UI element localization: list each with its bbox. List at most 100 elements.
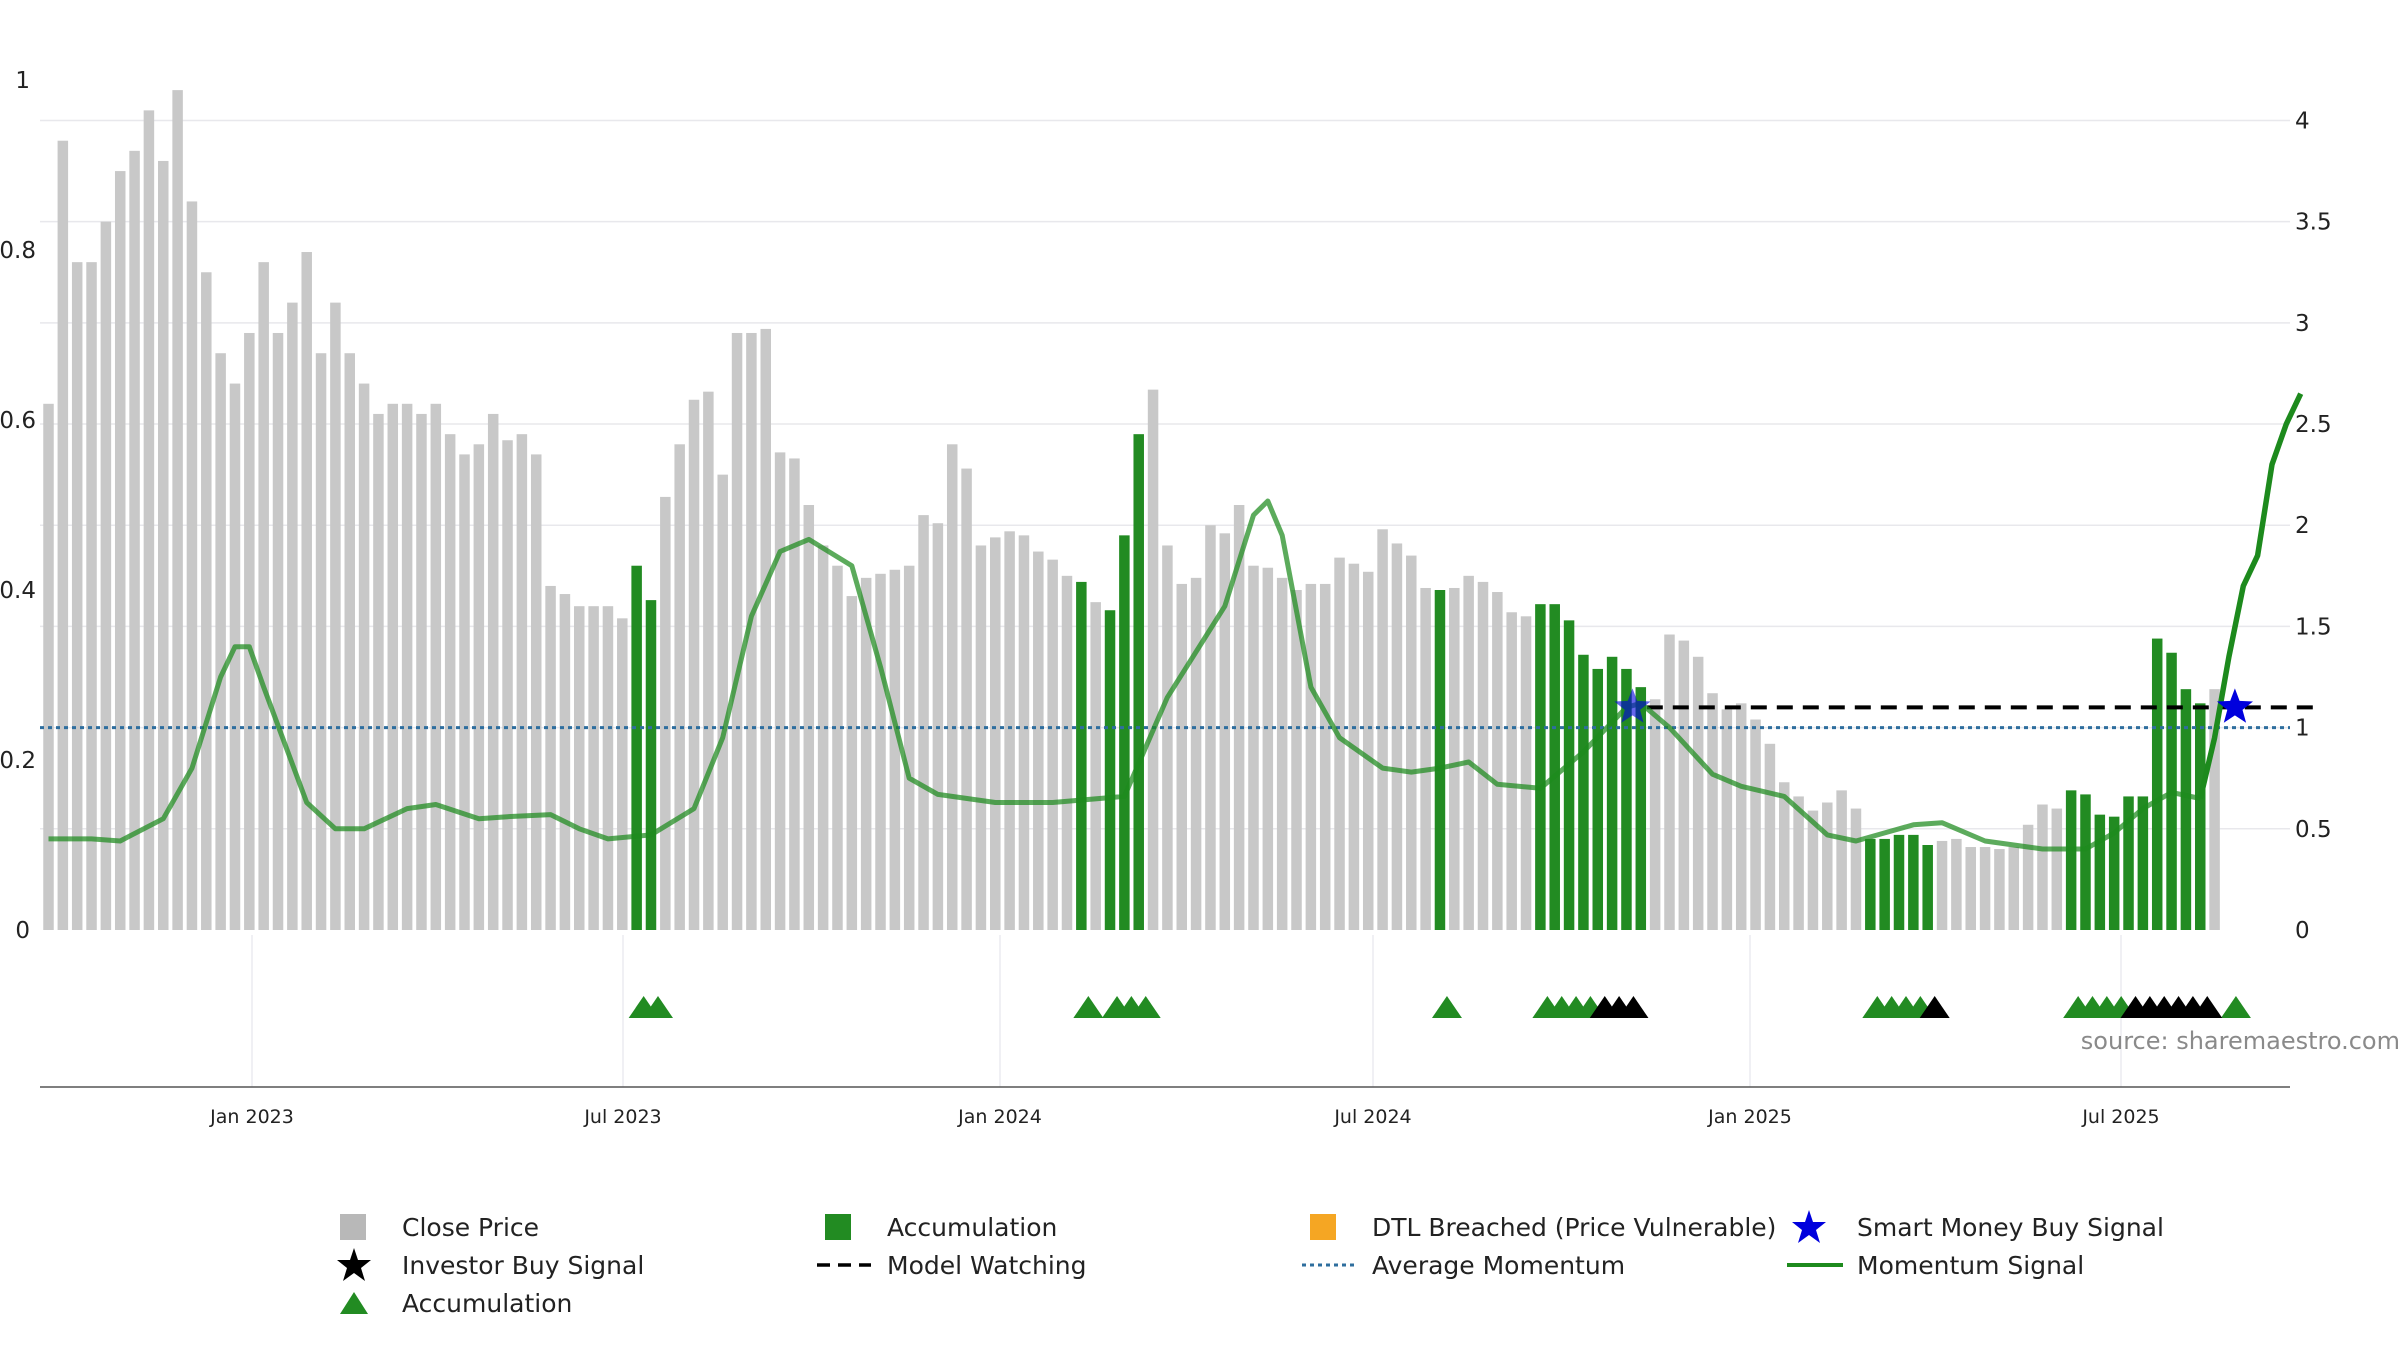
price-bar <box>301 252 312 930</box>
price-bar <box>129 150 140 931</box>
price-bar <box>703 391 714 931</box>
price-bar <box>172 90 183 931</box>
right-tick-label: 0.5 <box>2295 817 2332 843</box>
price-bar <box>114 171 126 931</box>
price-bar <box>1793 796 1804 930</box>
price-bar <box>1276 577 1288 930</box>
legend-investor-buy-label: Investor Buy Signal <box>402 1250 645 1280</box>
price-bar <box>487 413 499 930</box>
legend-dtl-breached-label: DTL Breached (Price Vulnerable) <box>1372 1212 1777 1242</box>
legend-investor-buy: Investor Buy Signal <box>330 1248 644 1282</box>
legend-model-watching-label: Model Watching <box>887 1250 1087 1280</box>
price-bar <box>1147 389 1159 931</box>
price-bar <box>832 565 843 930</box>
price-bar <box>1951 838 1962 930</box>
accumulation-bar <box>1578 654 1589 930</box>
price-bar <box>1778 782 1790 930</box>
price-bar <box>1750 719 1761 930</box>
price-bar <box>903 565 915 930</box>
price-bar <box>1061 575 1073 930</box>
accumulation-bar <box>1133 434 1144 930</box>
price-bar <box>1090 602 1101 930</box>
accumulation-triangle <box>2220 996 2251 1018</box>
price-bar <box>1678 640 1690 930</box>
price-bar <box>444 434 456 930</box>
accumulation-bar <box>2065 790 2077 930</box>
right-tick-label: 2 <box>2295 513 2310 539</box>
price-bar <box>789 458 800 930</box>
accumulation-triangle <box>1130 996 1161 1018</box>
price-bar <box>1463 575 1474 930</box>
legend-average-momentum-label: Average Momentum <box>1372 1250 1626 1280</box>
x-tick-label: Jan 2023 <box>209 1106 294 1128</box>
source-label: source: sharemaestro.com <box>2081 1027 2400 1055</box>
close-price-swatch-icon <box>330 1210 390 1244</box>
price-bar <box>229 383 241 931</box>
price-bar <box>1047 559 1058 930</box>
price-bar <box>660 496 671 930</box>
accumulation-bar <box>645 600 657 930</box>
price-bar <box>459 454 470 930</box>
price-bar <box>1979 847 1991 930</box>
price-bar <box>674 444 685 930</box>
price-bar <box>71 262 83 931</box>
price-bar <box>1190 577 1202 930</box>
price-bar <box>760 328 771 930</box>
accumulation-triangle <box>642 996 673 1018</box>
price-bar <box>272 332 284 930</box>
price-bar <box>1506 612 1517 930</box>
price-bar <box>1334 557 1345 930</box>
price-bar <box>401 403 413 930</box>
right-tick-label: 1.5 <box>2295 614 2332 640</box>
price-bar <box>918 515 929 930</box>
accumulation-bar <box>1893 834 1905 930</box>
right-tick-label: 2.5 <box>2295 412 2332 438</box>
price-bar <box>1477 581 1489 930</box>
price-bar <box>358 383 370 931</box>
price-bar <box>2209 689 2220 930</box>
x-tick-label: Jan 2024 <box>957 1106 1042 1128</box>
accumulation-bar <box>1879 838 1890 930</box>
legend: Close Price Investor Buy Signal Accumula… <box>330 1210 2230 1340</box>
price-bar <box>559 594 571 930</box>
accumulation-bar <box>2080 794 2091 930</box>
price-bar <box>2022 824 2034 930</box>
accumulation-bar <box>1621 668 1632 930</box>
investor-buy-marker <box>2192 996 2223 1018</box>
accumulation-bar <box>2195 703 2206 930</box>
accumulation-bar <box>1434 590 1446 930</box>
accumulation-bar <box>1549 604 1560 930</box>
price-bar <box>1764 743 1776 930</box>
price-bar <box>416 413 427 930</box>
legend-average-momentum: Average Momentum <box>1300 1248 1625 1282</box>
price-bar <box>530 454 542 930</box>
price-bar <box>1822 802 1833 930</box>
price-bar <box>57 140 69 930</box>
legend-accumulation-marker: Accumulation <box>330 1286 572 1320</box>
left-tick-label: 0.6 <box>0 408 36 434</box>
price-bar <box>846 596 858 930</box>
price-bar <box>975 545 987 930</box>
blue-star-icon <box>1785 1210 1845 1244</box>
accumulation-bar <box>2123 796 2134 930</box>
price-bar <box>430 403 442 930</box>
accumulation-bar <box>1908 834 1919 930</box>
price-bar <box>875 573 886 930</box>
black-star-icon <box>330 1248 390 1282</box>
price-bar <box>1807 810 1819 930</box>
price-bar <box>43 403 54 930</box>
x-tick-label: Jul 2024 <box>1333 1106 1411 1128</box>
legend-momentum-signal: Momentum Signal <box>1785 1248 2084 1282</box>
price-bar <box>860 577 872 930</box>
price-bar <box>574 606 585 930</box>
price-bar <box>1391 543 1403 930</box>
signal-lines <box>40 392 2315 852</box>
price-bar <box>1649 699 1661 930</box>
price-bar <box>1994 849 2005 930</box>
accumulation-bar <box>1563 620 1575 930</box>
right-tick-label: 3.5 <box>2295 210 2332 236</box>
price-bar <box>186 201 198 930</box>
price-bar <box>1735 703 1747 930</box>
price-bar <box>1520 616 1532 930</box>
left-tick-label: 0 <box>15 918 30 944</box>
